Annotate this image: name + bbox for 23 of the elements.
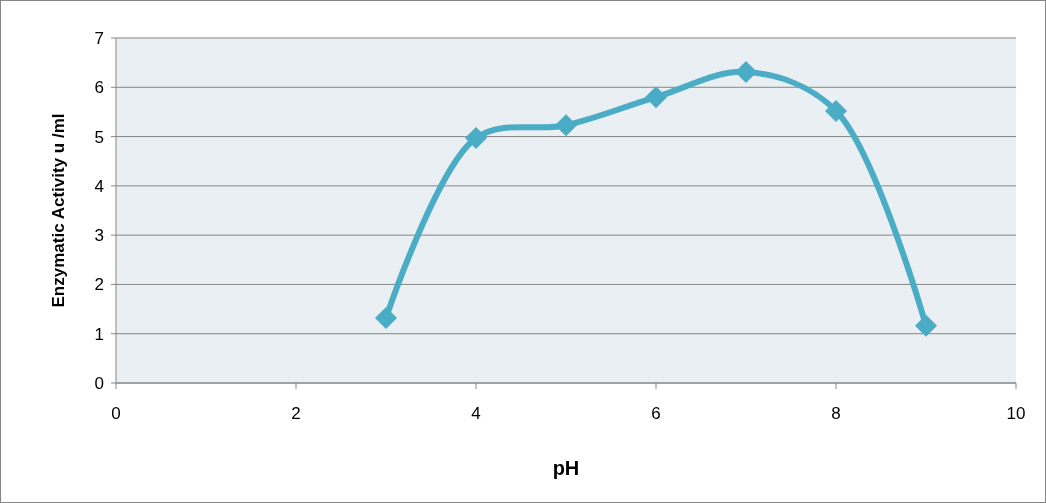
point xyxy=(735,61,757,84)
x-tick-label: 2 xyxy=(291,404,301,423)
point xyxy=(915,314,937,337)
point xyxy=(645,86,667,109)
x-tick-label: 10 xyxy=(1006,404,1026,423)
y-tick-label: 2 xyxy=(94,275,104,295)
point xyxy=(465,127,487,150)
y-tick-label: 6 xyxy=(94,78,104,98)
y-tick-label: 1 xyxy=(94,324,104,344)
x-tick-label: 4 xyxy=(471,404,481,423)
x-tick-label: 8 xyxy=(831,404,841,423)
y-tick-label: 7 xyxy=(94,28,104,48)
x-axis-title: pH xyxy=(552,457,580,479)
y-tick-label: 0 xyxy=(94,373,104,393)
x-tick-label: 6 xyxy=(651,404,661,423)
y-tick-label: 3 xyxy=(94,226,104,246)
y-tick-label: 4 xyxy=(94,176,104,196)
point xyxy=(555,114,577,137)
x-tick-label: 0 xyxy=(111,404,121,423)
y-axis-title: Enzymatic Activity u /ml xyxy=(49,113,68,308)
point xyxy=(375,306,397,329)
y-tick-label: 5 xyxy=(94,127,104,147)
point xyxy=(825,99,847,122)
